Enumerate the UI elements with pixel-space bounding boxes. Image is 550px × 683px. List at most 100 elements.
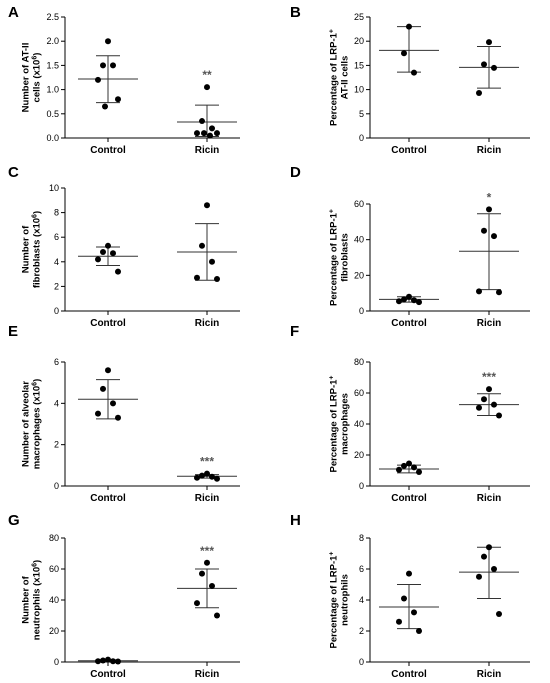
data-point [406, 570, 412, 577]
y-axis-label: Number of [21, 575, 32, 623]
y-axis-label: neutrophils [340, 574, 351, 626]
y-axis-label: Percentage of LRP-1+ [328, 29, 340, 126]
data-point [100, 657, 106, 664]
significance-marker: *** [482, 370, 496, 384]
y-axis-label: macrophages (x106) [31, 379, 43, 470]
series-control [379, 460, 439, 476]
data-point [401, 50, 407, 57]
series-ricin [177, 202, 237, 283]
y-tick-label: 40 [354, 235, 364, 245]
data-point [105, 242, 111, 249]
data-point [476, 404, 482, 411]
y-axis-label: Number of [21, 225, 32, 273]
data-point [396, 466, 402, 473]
y-tick-label: 0 [359, 657, 364, 667]
data-point [194, 600, 200, 607]
data-point [105, 367, 111, 374]
data-point [416, 469, 422, 476]
data-point [209, 583, 215, 590]
data-point [496, 412, 502, 419]
data-point [416, 628, 422, 634]
y-tick-label: 1.0 [46, 85, 59, 95]
y-tick-label: 60 [49, 564, 59, 574]
data-point [406, 293, 412, 300]
data-point [486, 544, 492, 551]
y-tick-label: 8 [359, 533, 364, 543]
data-point [496, 289, 502, 296]
data-point [481, 396, 487, 403]
y-axis-label: fibroblasts [340, 233, 351, 282]
y-tick-label: 0.5 [46, 109, 59, 119]
category-label: Ricin [477, 145, 501, 156]
data-point [411, 609, 417, 616]
panel-letter: F [290, 323, 299, 340]
category-label: Ricin [195, 318, 219, 329]
category-label: Control [90, 669, 126, 680]
data-point [214, 612, 220, 619]
data-point [201, 130, 207, 137]
y-tick-label: 2 [54, 281, 59, 291]
panel-letter: B [290, 4, 301, 21]
category-label: Control [391, 669, 427, 680]
significance-marker: *** [200, 455, 214, 469]
data-point [476, 89, 482, 96]
panel-e: E 0 2 4 6 Control Ricin Number of alveolar macro… [8, 323, 240, 504]
y-tick-label: 20 [354, 450, 364, 460]
significance-marker: * [487, 190, 492, 204]
data-point [100, 248, 106, 255]
data-point [401, 595, 407, 602]
y-tick-label: 0 [359, 481, 364, 491]
category-label: Control [90, 145, 126, 156]
data-point [194, 130, 200, 137]
data-point [95, 76, 101, 83]
data-point [214, 130, 220, 137]
data-point [401, 462, 407, 469]
y-tick-label: 25 [354, 12, 364, 22]
data-point [476, 288, 482, 295]
series-ricin: * [459, 190, 519, 296]
panel-letter: G [8, 512, 20, 529]
data-point [207, 132, 213, 139]
category-label: Control [391, 493, 427, 504]
data-point [194, 274, 200, 281]
category-label: Ricin [195, 669, 219, 680]
data-point [406, 460, 412, 467]
data-point [204, 470, 210, 477]
significance-marker: ** [202, 68, 212, 82]
y-tick-label: 60 [354, 388, 364, 398]
y-axis-label: Number of AT-II [21, 43, 32, 113]
series-control [78, 242, 138, 275]
data-point [411, 69, 417, 76]
y-axis-label: cells (x106) [31, 53, 43, 103]
y-tick-label: 80 [354, 357, 364, 367]
data-point [411, 297, 417, 304]
data-point [204, 84, 210, 91]
data-point [102, 103, 108, 110]
y-tick-label: 8 [54, 208, 59, 218]
y-tick-label: 4 [359, 595, 364, 605]
y-tick-label: 0 [359, 306, 364, 316]
panel-f: F 0 20 40 60 80 Control Ricin Percentage of LRP-… [290, 323, 530, 504]
y-axis-label: fibroblasts (x106) [31, 211, 43, 288]
data-point [194, 474, 200, 481]
y-tick-label: 10 [49, 183, 59, 193]
data-point [204, 559, 210, 566]
y-tick-label: 2 [359, 626, 364, 636]
y-tick-label: 2.5 [46, 12, 59, 22]
y-tick-label: 6 [359, 564, 364, 574]
data-point [110, 250, 116, 257]
category-label: Control [391, 318, 427, 329]
data-point [209, 258, 215, 265]
category-label: Ricin [477, 318, 501, 329]
data-point [214, 276, 220, 283]
y-axis-label: Percentage of LRP-1+ [328, 209, 340, 306]
data-point [481, 61, 487, 68]
data-point [396, 298, 402, 305]
data-point [486, 386, 492, 393]
data-point [476, 573, 482, 580]
panel-letter: D [290, 164, 301, 181]
y-axis-label: Number of alveolar [21, 381, 32, 467]
category-label: Ricin [477, 669, 501, 680]
data-point [115, 96, 121, 103]
